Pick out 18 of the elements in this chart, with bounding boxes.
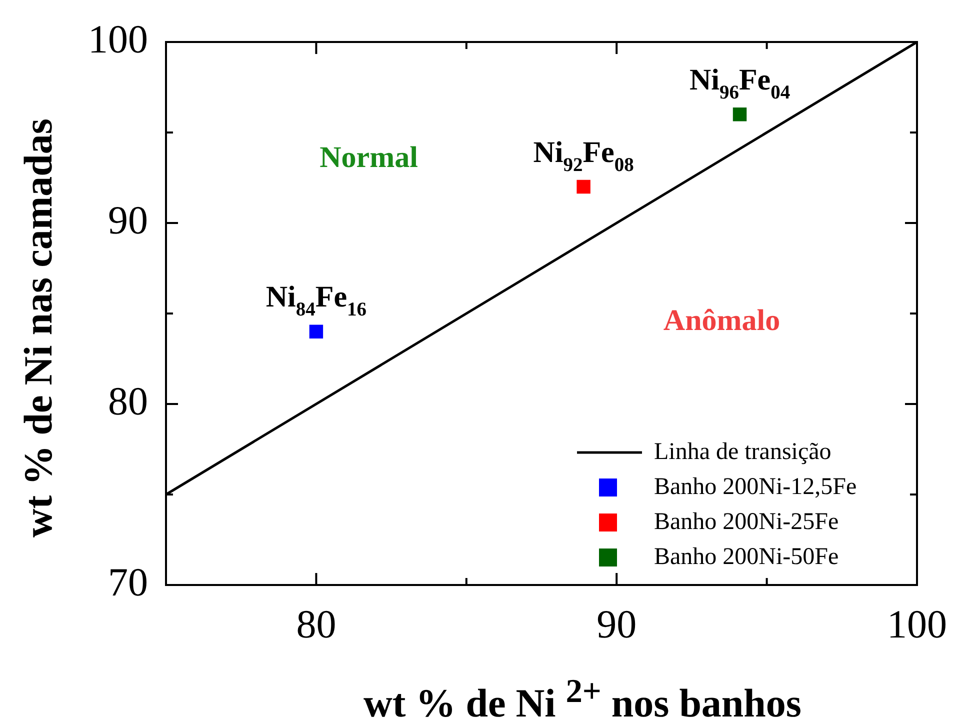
legend-label: Linha de transição [654,438,832,465]
y-tick-label: 80 [108,378,148,424]
y-tick-label: 90 [108,198,148,242]
point [309,324,324,338]
legend-label: Banho 200Ni-50Fe [654,544,839,570]
point [732,108,747,122]
x-axis-title: wt % de Ni $^{2+}$ nos banhos [362,672,802,724]
legend-label: Banho 200Ni-12,5Fe [654,474,857,500]
y-tick-label: 100 [88,16,148,62]
x-tick-label: 80 [296,602,336,646]
y-tick-label: 70 [108,560,148,604]
point [576,180,590,194]
legend-label: Banho 200Ni-25Fe [654,508,839,535]
y-axis-title: wt % de Ni nas camadas [14,118,62,538]
x-tick-label: 90 [596,602,637,646]
x-tick-label: 100 [887,602,947,646]
annotation: Normal [320,140,418,174]
annotation: Anômalo [663,304,780,337]
